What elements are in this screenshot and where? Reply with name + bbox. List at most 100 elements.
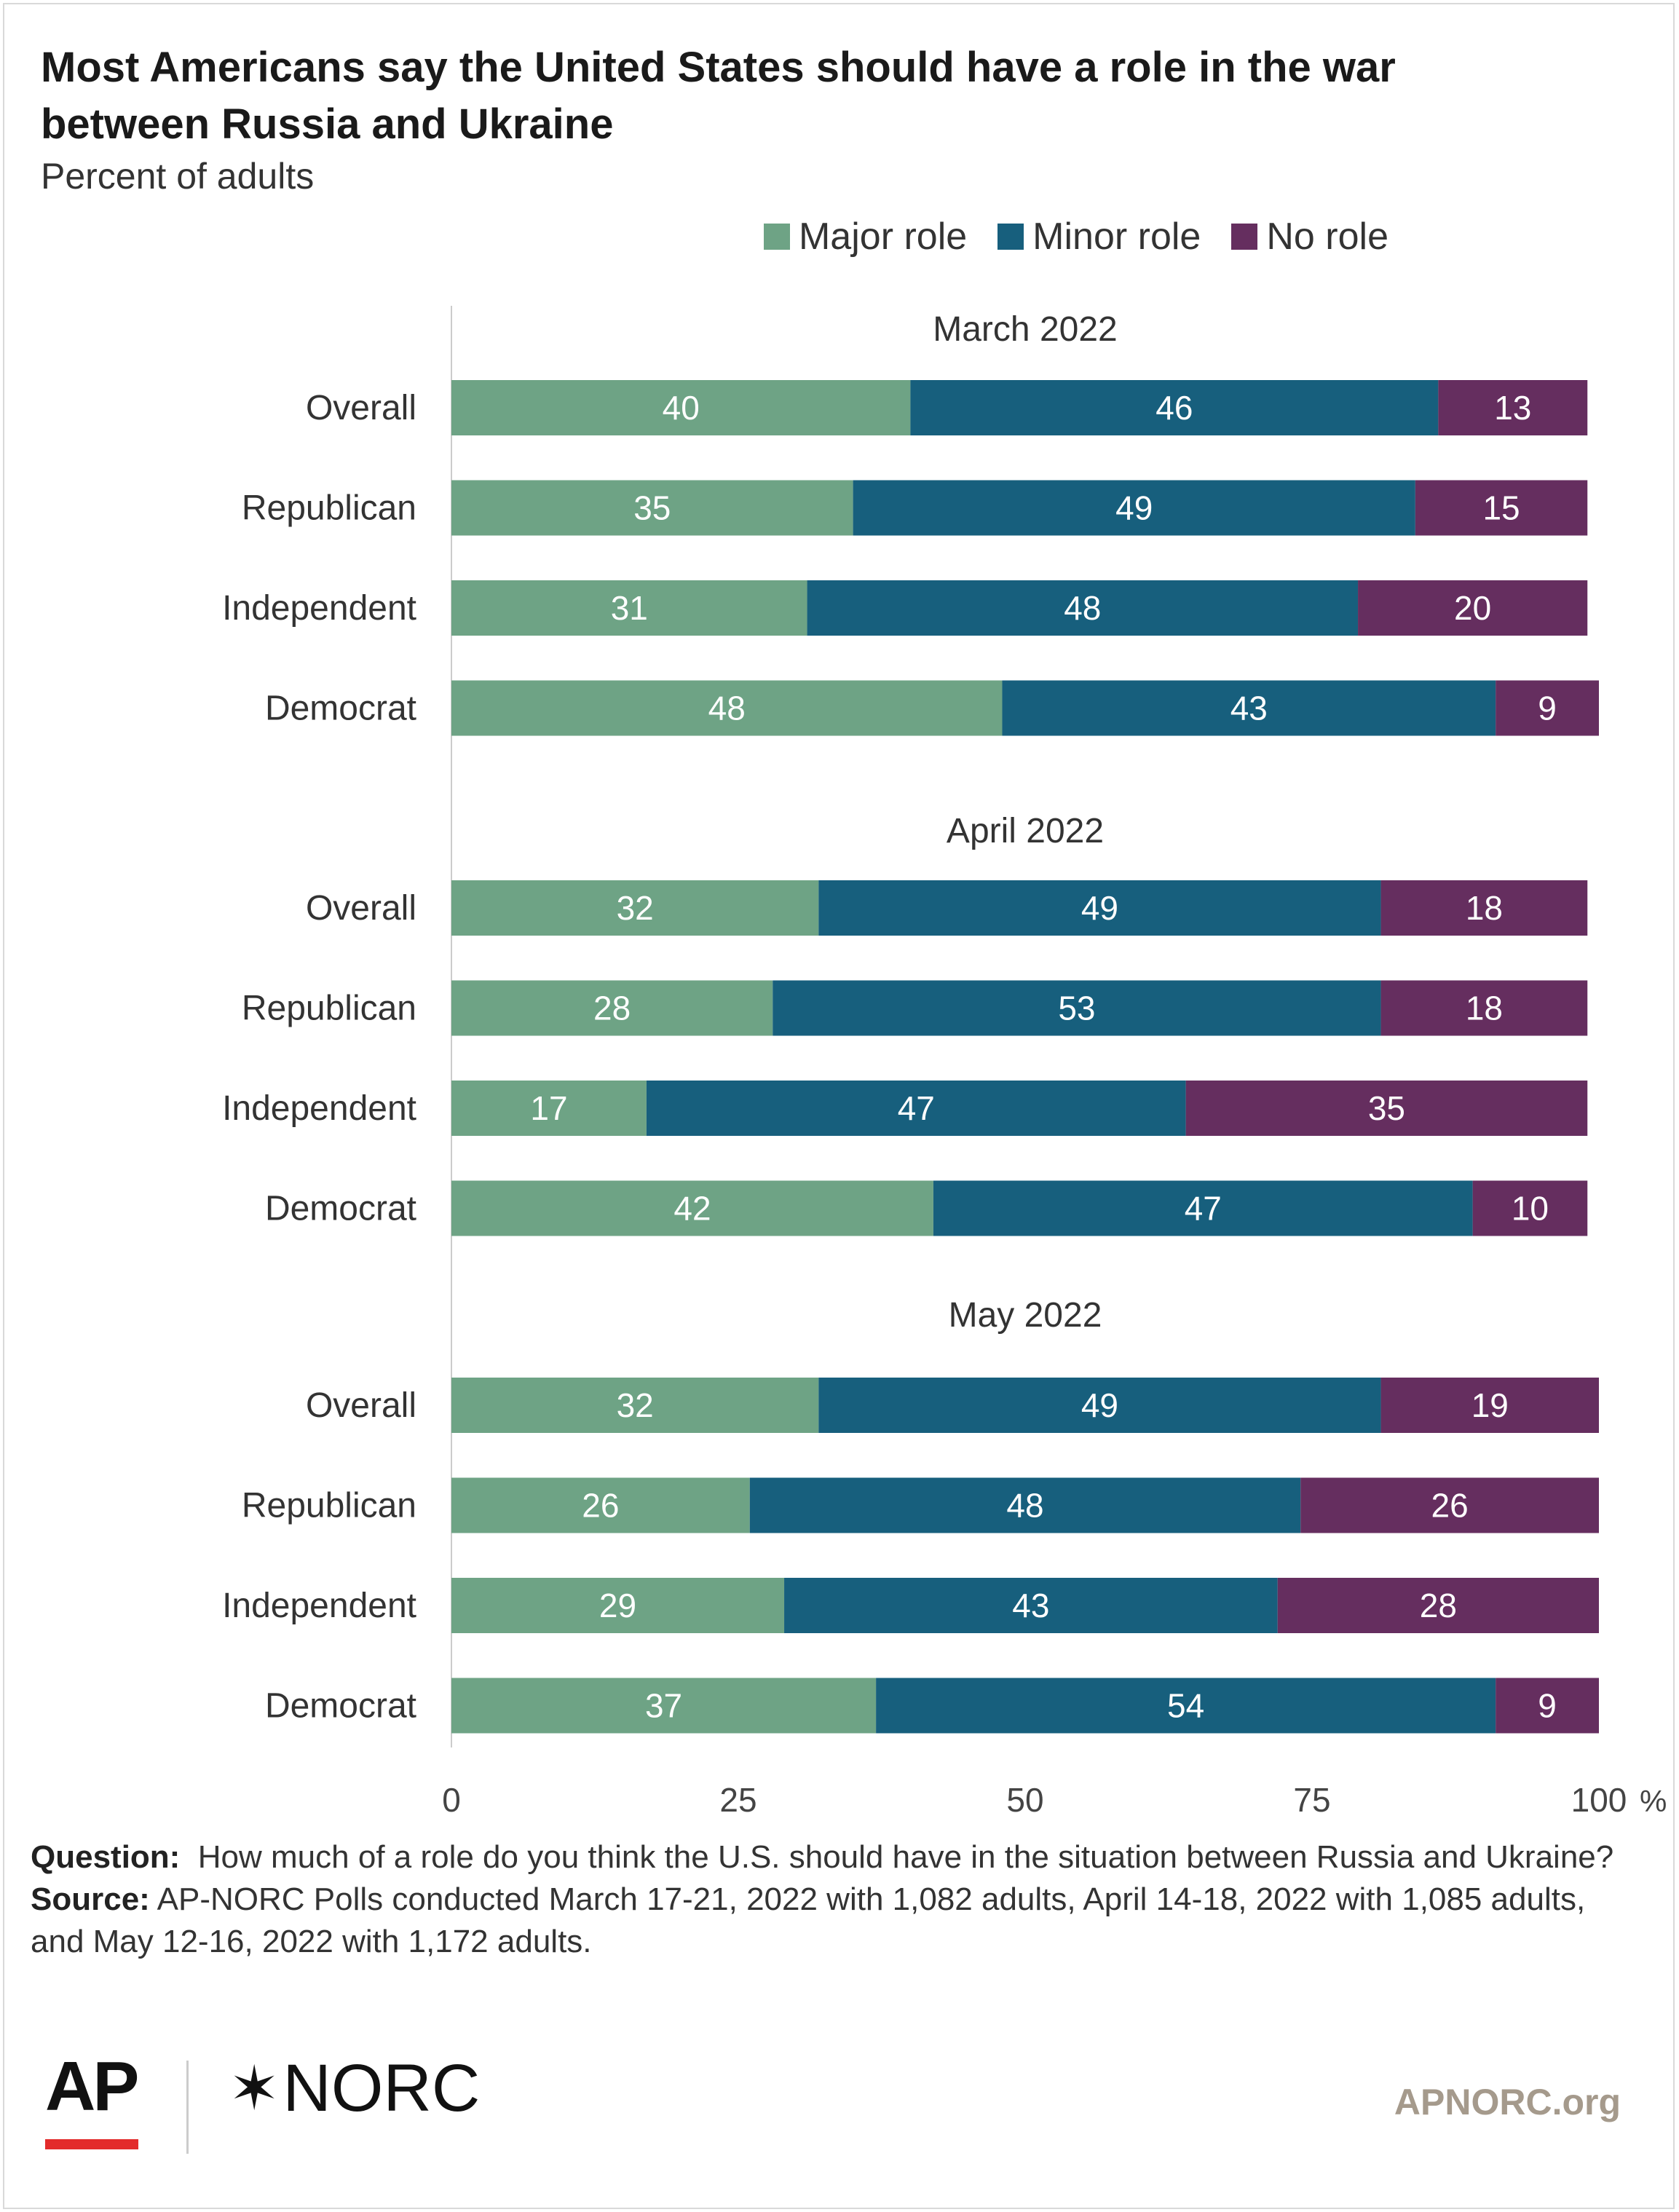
bar-may-2022-overall-minor-role (818, 1378, 1381, 1433)
category-label-overall: Overall (306, 389, 416, 427)
data-label-march-2022-independent-no-role: 20 (1454, 589, 1491, 627)
bar-march-2022-democrat-minor-role (1002, 680, 1496, 736)
data-label-march-2022-overall-no-role: 13 (1494, 389, 1531, 427)
category-label-republican: Republican (242, 489, 416, 528)
bar-april-2022-overall-no-role (1380, 880, 1588, 936)
ap-logo-underline (45, 2139, 138, 2149)
data-label-may-2022-overall-major-role: 32 (617, 1386, 654, 1424)
data-label-march-2022-democrat-minor-role: 43 (1230, 690, 1268, 727)
bar-march-2022-overall-major-role (451, 380, 911, 435)
data-label-may-2022-independent-major-role: 29 (599, 1587, 636, 1624)
legend-swatch-major-role (763, 224, 790, 250)
category-label-overall: Overall (306, 1386, 416, 1425)
bar-march-2022-democrat-major-role (451, 680, 1003, 736)
bar-may-2022-democrat-minor-role (876, 1678, 1496, 1734)
data-label-april-2022-overall-no-role: 18 (1466, 889, 1503, 927)
bar-march-2022-overall-minor-role (910, 380, 1439, 435)
data-label-april-2022-republican-no-role: 18 (1466, 990, 1503, 1027)
logo-divider (186, 2061, 189, 2154)
data-label-april-2022-republican-major-role: 28 (593, 990, 631, 1027)
data-label-may-2022-democrat-no-role: 9 (1538, 1687, 1557, 1725)
x-tick-label-75: 75 (1293, 1781, 1330, 1819)
data-label-may-2022-independent-no-role: 28 (1420, 1587, 1457, 1624)
data-label-april-2022-democrat-no-role: 10 (1512, 1190, 1549, 1228)
data-label-march-2022-overall-minor-role: 46 (1155, 389, 1193, 427)
bar-may-2022-overall-major-role (451, 1378, 819, 1433)
data-label-may-2022-democrat-major-role: 37 (645, 1687, 682, 1725)
category-label-democrat: Democrat (265, 1190, 416, 1228)
category-label-independent: Independent (222, 589, 416, 628)
group-label-may-2022: May 2022 (949, 1296, 1102, 1335)
chart-notes: Question: How much of a role do you thin… (31, 1836, 1632, 1963)
bar-may-2022-republican-major-role (451, 1477, 750, 1533)
bar-april-2022-independent-minor-role (646, 1081, 1186, 1136)
chart-title: Most Americans say the United States sho… (41, 44, 1396, 148)
bar-april-2022-independent-major-role (451, 1081, 647, 1136)
data-label-march-2022-democrat-no-role: 9 (1538, 690, 1557, 727)
bar-march-2022-republican-minor-role (853, 480, 1415, 536)
category-label-democrat: Democrat (265, 690, 416, 728)
bar-may-2022-republican-minor-role (749, 1477, 1301, 1533)
legend-swatch-no-role (1231, 224, 1258, 250)
group-label-march-2022: March 2022 (933, 310, 1117, 349)
bar-april-2022-independent-no-role (1185, 1081, 1588, 1136)
bar-april-2022-republican-no-role (1380, 980, 1588, 1036)
bar-march-2022-democrat-no-role (1496, 680, 1599, 736)
legend: Major role Minor role No role (0, 211, 1679, 262)
norc-logo: ✶ NORC (229, 2055, 480, 2122)
bar-may-2022-democrat-no-role (1496, 1678, 1599, 1734)
category-label-independent: Independent (222, 1089, 416, 1128)
legend-label-minor-role: Minor role (1032, 216, 1201, 258)
bar-april-2022-overall-major-role (451, 880, 819, 936)
legend-item-no-role: No role (1231, 215, 1388, 258)
bar-march-2022-independent-no-role (1358, 580, 1588, 636)
bar-march-2022-overall-no-role (1438, 380, 1588, 435)
x-tick-label-100: 100 (1571, 1781, 1627, 1819)
bar-april-2022-overall-minor-role (818, 880, 1381, 936)
legend-item-minor-role: Minor role (997, 215, 1201, 258)
bar-may-2022-independent-minor-role (784, 1578, 1278, 1633)
category-label-republican: Republican (242, 990, 416, 1028)
ap-logo: AP (45, 2047, 139, 2125)
bar-may-2022-democrat-major-role (451, 1678, 877, 1734)
bar-april-2022-republican-minor-role (773, 980, 1381, 1036)
x-axis-unit: % (1640, 1784, 1667, 1818)
data-label-march-2022-democrat-major-role: 48 (708, 690, 746, 727)
site-link[interactable]: APNORC.org (1394, 2082, 1621, 2122)
source-note: Source: AP-NORC Polls conducted March 17… (31, 1879, 1632, 1963)
legend-label-no-role: No role (1266, 216, 1388, 258)
data-label-march-2022-independent-major-role: 31 (611, 589, 648, 627)
data-label-may-2022-republican-no-role: 26 (1431, 1487, 1469, 1525)
data-label-april-2022-overall-minor-role: 49 (1081, 889, 1118, 927)
question-label: Question: (31, 1839, 181, 1875)
bar-april-2022-republican-major-role (451, 980, 773, 1036)
norc-logo-text: NORC (283, 2051, 481, 2125)
data-label-march-2022-republican-minor-role: 49 (1115, 489, 1153, 527)
data-label-april-2022-democrat-major-role: 42 (673, 1190, 711, 1228)
data-label-may-2022-republican-major-role: 26 (582, 1487, 619, 1525)
bar-april-2022-democrat-minor-role (933, 1180, 1473, 1236)
data-label-may-2022-democrat-minor-role: 54 (1167, 1687, 1204, 1725)
category-label-independent: Independent (222, 1587, 416, 1625)
data-label-may-2022-republican-minor-role: 48 (1006, 1487, 1043, 1525)
source-label: Source: (31, 1881, 150, 1917)
chart-frame (3, 3, 1675, 2209)
source-text: AP-NORC Polls conducted March 17-21, 202… (31, 1881, 1586, 1959)
category-label-overall: Overall (306, 889, 416, 928)
data-label-april-2022-independent-minor-role: 47 (898, 1089, 935, 1127)
stacked-bar-chart: March 2022 Overall 40 46 13 Republican 35 49 15 I… (222, 306, 1667, 1819)
legend-label-major-role: Major role (798, 216, 968, 258)
bar-april-2022-democrat-no-role (1472, 1180, 1588, 1236)
legend-swatch-minor-role (997, 224, 1024, 250)
category-label-democrat: Democrat (265, 1687, 416, 1726)
legend-item-major-role: Major role (763, 215, 968, 258)
data-label-april-2022-independent-no-role: 35 (1368, 1089, 1405, 1127)
bar-may-2022-republican-no-role (1300, 1477, 1599, 1533)
data-label-march-2022-republican-major-role: 35 (633, 489, 671, 527)
bar-may-2022-independent-no-role (1277, 1578, 1599, 1633)
data-label-april-2022-independent-major-role: 17 (530, 1089, 567, 1127)
bar-may-2022-independent-major-role (451, 1578, 785, 1633)
data-label-may-2022-independent-minor-role: 43 (1012, 1587, 1049, 1624)
data-label-april-2022-overall-major-role: 32 (617, 889, 654, 927)
bar-march-2022-republican-major-role (451, 480, 853, 536)
